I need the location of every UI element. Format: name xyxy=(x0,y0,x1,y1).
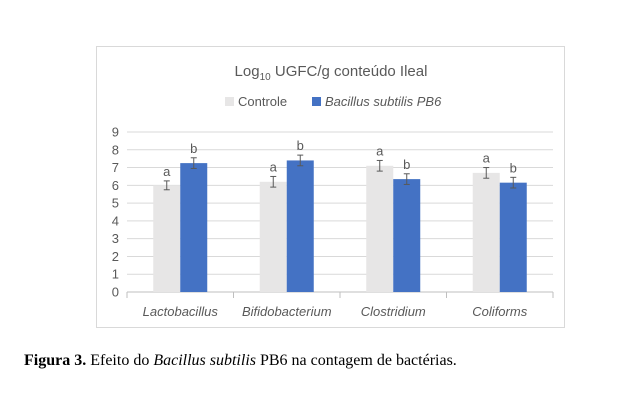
x-axis: Lactobacillus Bifidobacterium Clostridium C… xyxy=(126,292,554,319)
significance-letter: b xyxy=(297,138,304,153)
y-tick-label: 0 xyxy=(112,285,119,300)
bar-chart: Log10 UGFC/g conteúdo Ileal Controle Baci… xyxy=(112,63,554,319)
significance-letter: b xyxy=(510,160,517,175)
bars: a b a b a b a b xyxy=(153,138,527,292)
bar-bacillus-0 xyxy=(180,163,208,292)
legend-label-1: Bacillus subtilis PB6 xyxy=(325,94,442,109)
significance-letter: b xyxy=(190,141,197,156)
legend-swatch-1 xyxy=(312,97,321,106)
caption-text-after: PB6 na contagem de bactérias. xyxy=(255,352,457,369)
x-category-label: Bifidobacterium xyxy=(242,304,332,319)
figure-caption: Figura 3. Efeito do Bacillus subtilis PB… xyxy=(24,352,604,370)
legend: Controle Bacillus subtilis PB6 xyxy=(225,94,442,109)
x-category-label: Clostridium xyxy=(361,304,426,319)
chart-frame: Log10 UGFC/g conteúdo Ileal Controle Baci… xyxy=(96,46,565,328)
y-tick-label: 7 xyxy=(112,160,119,175)
bar-controle-0 xyxy=(153,185,181,292)
bar-controle-3 xyxy=(472,172,500,292)
chart-title: Log10 UGFC/g conteúdo Ileal xyxy=(235,63,428,83)
y-tick-label: 5 xyxy=(112,196,119,211)
x-category-label: Coliforms xyxy=(472,304,527,319)
y-axis: 0 1 2 3 4 5 6 7 8 9 xyxy=(112,125,119,300)
y-tick-label: 8 xyxy=(112,142,119,157)
y-tick-label: 9 xyxy=(112,125,119,140)
y-tick-label: 6 xyxy=(112,178,119,193)
caption-label: Figura 3. xyxy=(24,352,87,369)
legend-swatch-0 xyxy=(225,97,234,106)
bar-controle-2 xyxy=(366,165,394,292)
caption-text-before: Efeito do xyxy=(86,352,154,369)
y-tick-label: 2 xyxy=(112,249,119,264)
bar-bacillus-3 xyxy=(499,182,527,292)
significance-letter: a xyxy=(270,159,278,174)
y-tick-label: 1 xyxy=(112,267,119,282)
bar-controle-1 xyxy=(259,181,287,292)
y-tick-label: 4 xyxy=(112,213,119,228)
significance-letter: a xyxy=(376,143,384,158)
bar-bacillus-2 xyxy=(393,179,421,292)
x-category-label: Lactobacillus xyxy=(143,304,219,319)
significance-letter: b xyxy=(403,157,410,172)
bar-bacillus-1 xyxy=(286,160,314,292)
caption-italic-text: Bacillus subtilis xyxy=(153,352,256,369)
significance-letter: a xyxy=(163,164,171,179)
y-tick-label: 3 xyxy=(112,231,119,246)
significance-letter: a xyxy=(483,151,491,166)
legend-label-0: Controle xyxy=(238,94,287,109)
